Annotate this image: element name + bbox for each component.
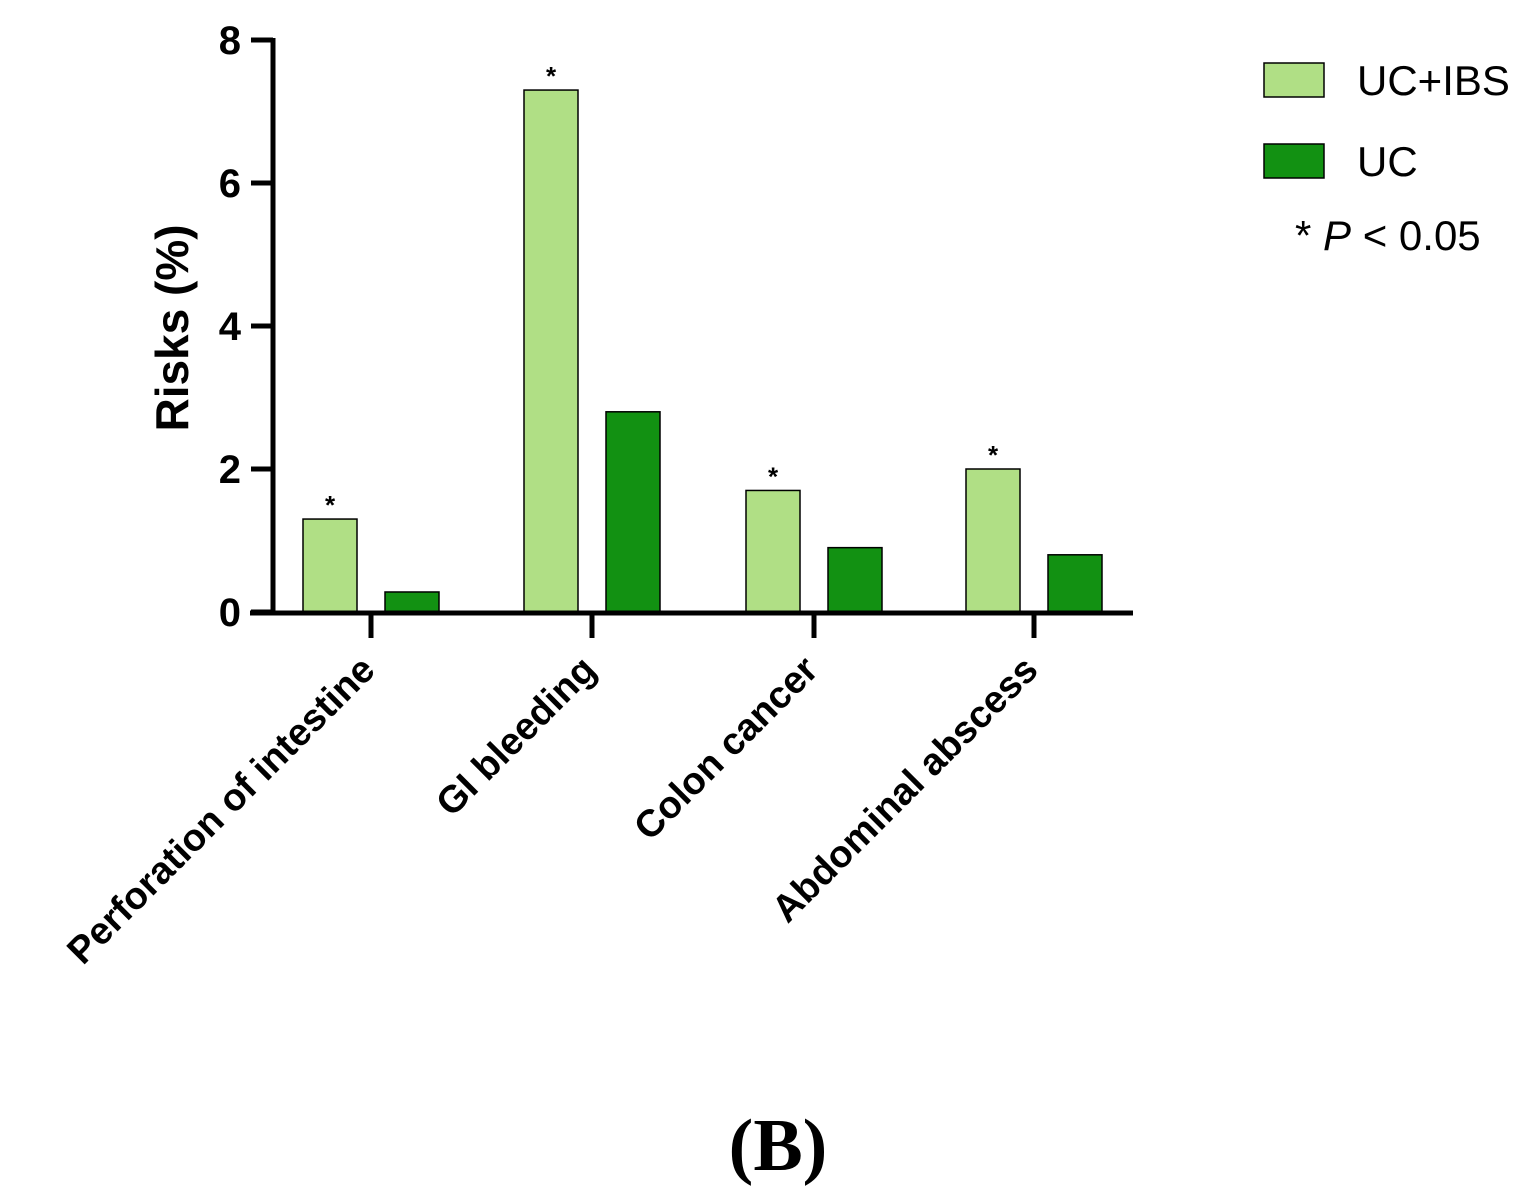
significance-star: *	[325, 490, 336, 520]
significance-star: *	[768, 461, 779, 491]
y-tick-label: 4	[219, 305, 242, 349]
significance-note-stat: P	[1323, 212, 1351, 259]
panel-label: (B)	[729, 1105, 828, 1187]
bar-uc-colon-cancer	[827, 546, 883, 613]
legend-swatch-uc-ibs	[1263, 62, 1325, 98]
bar-uc-ibs-perforation-of-intestine	[302, 518, 358, 613]
bar-uc-ibs-abdominal-abscess	[965, 468, 1021, 613]
bar-uc-perforation-of-intestine	[384, 591, 440, 613]
bar-uc-ibs-gi-bleeding	[523, 89, 579, 613]
legend-swatch-uc	[1263, 143, 1325, 179]
bar-uc-ibs-colon-cancer	[745, 489, 801, 613]
x-axis-ticks: Perforation of intestine GI bleeding Colon…	[60, 613, 1046, 973]
x-tick-label-colon-cancer: Colon cancer	[626, 649, 826, 849]
y-axis-title: Risks (%)	[146, 224, 198, 431]
axes	[250, 38, 1133, 616]
significance-note-marker: *	[1295, 212, 1311, 259]
bars: * * * *	[302, 61, 1103, 613]
y-tick-label: 6	[219, 162, 241, 206]
significance-star: *	[546, 61, 557, 91]
bar-uc-gi-bleeding	[605, 411, 661, 613]
legend-label-uc-ibs: UC+IBS	[1357, 57, 1510, 104]
legend-label-uc: UC	[1357, 138, 1418, 185]
y-tick-label: 2	[219, 448, 241, 492]
legend: UC+IBS UC * P < 0.05	[1263, 57, 1510, 259]
x-tick-label-perforation-of-intestine: Perforation of intestine	[60, 649, 384, 973]
significance-star: *	[988, 440, 999, 470]
y-axis-ticks: 0 2 4 6 8	[219, 19, 273, 635]
x-tick-label-gi-bleeding: GI bleeding	[428, 649, 604, 825]
significance-note: * P < 0.05	[1295, 212, 1481, 259]
y-tick-label: 8	[219, 19, 241, 63]
significance-note-text: < 0.05	[1363, 212, 1481, 259]
y-tick-label: 0	[219, 591, 241, 635]
bar-uc-abdominal-abscess	[1047, 554, 1103, 613]
